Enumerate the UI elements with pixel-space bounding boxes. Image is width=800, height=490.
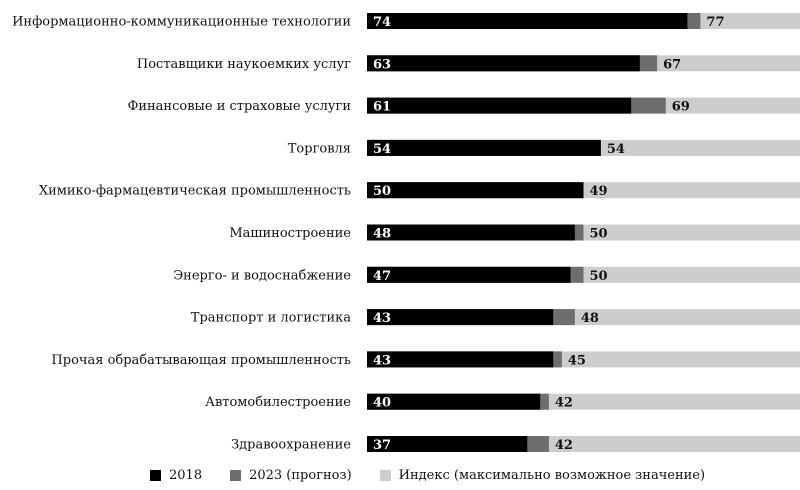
bar-2018 (367, 97, 632, 114)
category-label: Финансовые и страховые услуги (128, 99, 351, 114)
legend-label-max: Индекс (максимально возможное значение) (398, 468, 706, 483)
data-label-2018: 47 (373, 269, 391, 284)
legend-swatch-2018 (150, 470, 161, 481)
legend-label-2023: 2023 (прогноз) (249, 468, 352, 483)
data-label-2018: 40 (373, 396, 391, 411)
bar-2018 (367, 351, 554, 368)
legend-label-2018: 2018 (169, 468, 203, 483)
data-label-2018: 48 (373, 227, 391, 242)
category-label: Автомобилестроение (205, 395, 351, 410)
bar-2018 (367, 309, 554, 326)
data-label-2018: 43 (373, 311, 391, 326)
category-label: Энерго- и водоснабжение (173, 268, 351, 283)
data-label-2023: 69 (672, 100, 690, 115)
data-label-2023: 50 (590, 227, 608, 242)
category-label: Прочая обрабатывающая промышленность (51, 353, 351, 368)
data-label-2023: 50 (590, 269, 608, 284)
bar-2018 (367, 224, 575, 241)
bar-2018 (367, 182, 584, 199)
legend-item-2023: 2023 (прогноз) (230, 468, 352, 483)
data-label-2018: 54 (373, 142, 391, 157)
data-label-2018: 37 (373, 438, 391, 453)
category-label: Торговля (288, 141, 351, 156)
data-label-2018: 63 (373, 57, 391, 72)
category-label: Здравоохранение (231, 438, 351, 453)
category-label: Информационно-коммуникационные технологи… (12, 15, 351, 30)
data-label-2023: 42 (555, 396, 573, 411)
data-label-2023: 77 (706, 15, 724, 30)
bar-2018 (367, 139, 601, 156)
data-label-2023: 67 (663, 57, 681, 72)
data-label-2018: 74 (373, 15, 391, 30)
category-label: Поставщики наукоемких услуг (137, 57, 351, 72)
data-label-2023: 49 (590, 184, 608, 199)
category-label: Химико-фармацевтическая промышленность (39, 184, 351, 199)
data-label-2023: 42 (555, 438, 573, 453)
bar-chart: Информационно-коммуникационные технологи… (12, 13, 800, 453)
data-label-2023: 54 (607, 142, 625, 157)
data-label-2018: 61 (373, 100, 391, 115)
legend-item-max: Индекс (максимально возможное значение) (379, 468, 706, 483)
bar-2018 (367, 393, 541, 410)
data-label-2023: 48 (581, 311, 599, 326)
data-label-2023: 45 (568, 353, 586, 368)
legend-swatch-2023 (230, 470, 242, 481)
bar-2018 (367, 13, 688, 29)
data-label-2018: 50 (373, 184, 391, 199)
bar-2018 (367, 55, 640, 72)
bar-2018 (367, 436, 528, 452)
legend-swatch-max (379, 470, 391, 481)
category-label: Транспорт и логистика (191, 311, 351, 326)
legend-item-2018: 2018 (150, 468, 202, 483)
bar-2018 (367, 266, 571, 283)
category-label: Машиностроение (229, 226, 351, 241)
data-label-2018: 43 (373, 353, 391, 368)
legend: 2018 2023 (прогноз) Индекс (максимально … (150, 468, 705, 483)
